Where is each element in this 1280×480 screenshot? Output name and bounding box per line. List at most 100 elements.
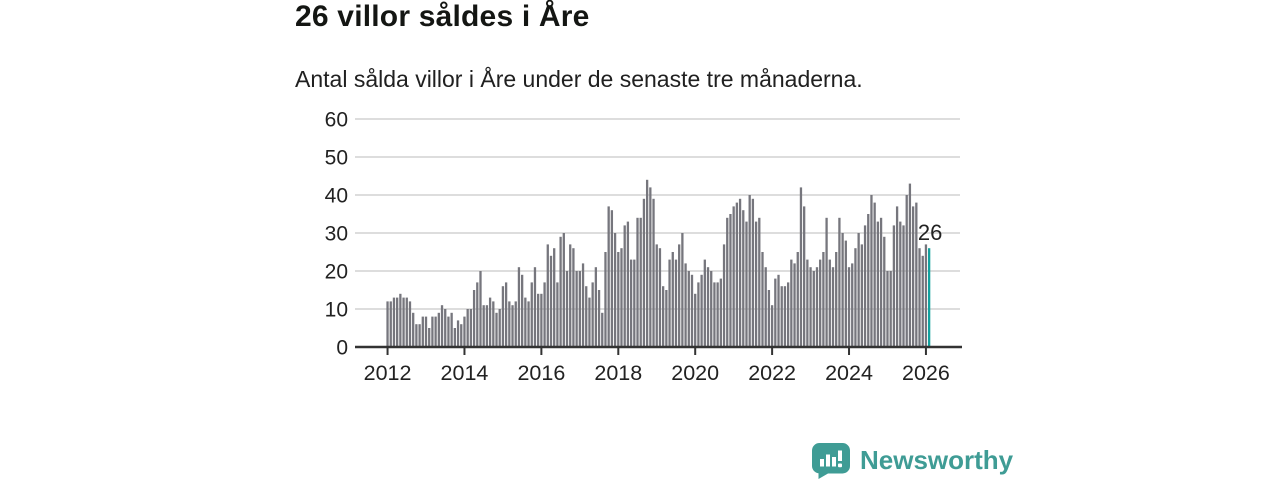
- bar: [511, 305, 514, 347]
- bar: [514, 301, 517, 347]
- bar: [774, 278, 777, 347]
- highlight-value-label: 26: [918, 220, 942, 245]
- x-axis-tick-label: 2022: [748, 361, 796, 385]
- bar: [742, 210, 745, 347]
- bar: [674, 259, 678, 347]
- bar: [572, 248, 575, 347]
- bar: [729, 214, 732, 347]
- bar: [405, 297, 408, 347]
- bar: [649, 187, 652, 347]
- x-axis-tick-label: 2012: [364, 361, 412, 385]
- mini-bar-chart-glyph: [820, 450, 842, 468]
- bar: [472, 290, 476, 347]
- bar: [780, 286, 783, 347]
- bar: [671, 252, 674, 347]
- bar: [786, 282, 790, 347]
- y-axis-tick-label: 30: [325, 223, 348, 246]
- bar: [754, 221, 758, 347]
- bar: [812, 271, 815, 347]
- bar: [421, 316, 424, 347]
- bar: [460, 324, 463, 347]
- bar: [626, 221, 630, 347]
- bar: [585, 286, 588, 347]
- bar: [694, 293, 697, 347]
- bar: [578, 271, 581, 347]
- bar: [822, 252, 825, 347]
- bar: [915, 202, 918, 347]
- bar: [492, 301, 495, 347]
- newsworthy-logo-icon: [812, 443, 850, 479]
- bar: [456, 320, 460, 347]
- highlighted-bar: [927, 248, 931, 347]
- bar: [895, 206, 899, 347]
- bar: [921, 255, 924, 347]
- bar: [591, 282, 594, 347]
- bar: [761, 252, 764, 347]
- bar: [434, 316, 437, 347]
- y-axis-tick-label: 40: [325, 185, 348, 208]
- bar: [668, 259, 671, 347]
- bar: [450, 312, 453, 347]
- bar: [607, 206, 610, 347]
- bar: [415, 324, 418, 347]
- bar: [722, 244, 726, 347]
- x-axis-tick-label: 2020: [671, 361, 719, 385]
- bar: [764, 267, 767, 347]
- bar: [428, 328, 431, 347]
- bar: [735, 202, 739, 347]
- bar: [899, 221, 902, 347]
- bar: [498, 309, 501, 347]
- bar: [581, 263, 585, 347]
- bar: [527, 301, 530, 347]
- bar: [716, 282, 719, 347]
- y-axis-tick-label: 20: [325, 261, 348, 284]
- bar: [796, 252, 799, 347]
- bar: [831, 267, 835, 347]
- bar: [562, 233, 565, 347]
- bar: [687, 271, 690, 347]
- bar: [636, 217, 639, 347]
- bar: [684, 263, 687, 347]
- bar: [594, 267, 598, 347]
- bar: [437, 312, 440, 347]
- bar: [633, 259, 636, 347]
- bar: [655, 244, 658, 347]
- bar: [392, 297, 396, 347]
- bar: [745, 221, 748, 347]
- bar: [719, 278, 722, 347]
- bar: [620, 248, 623, 347]
- bar: [863, 225, 867, 347]
- bar: [851, 263, 854, 347]
- bar: [553, 248, 556, 347]
- bar: [479, 271, 482, 347]
- bar: [879, 217, 883, 347]
- y-axis-tick-label: 50: [325, 147, 348, 170]
- bar: [565, 271, 569, 347]
- bar: [902, 225, 905, 347]
- bar-chart: 0 10 20 30 40 50 60 2012 2014 2016 2018 2020 2022 202…: [325, 109, 962, 385]
- bar: [854, 248, 857, 347]
- bar: [613, 233, 617, 347]
- bar: [389, 301, 392, 347]
- bar: [883, 236, 886, 347]
- bar: [889, 271, 892, 347]
- bar: [629, 259, 633, 347]
- bar: [710, 271, 713, 347]
- bar: [412, 312, 415, 347]
- bar: [482, 305, 485, 347]
- bar: [424, 316, 428, 347]
- bar: [751, 198, 755, 347]
- bar: [597, 290, 601, 347]
- chart-title: 26 villor såldes i Åre: [295, 0, 590, 33]
- newsworthy-logo[interactable]: Newsworthy: [810, 442, 1013, 479]
- bar: [495, 312, 498, 347]
- bar: [617, 252, 620, 347]
- bar: [876, 221, 880, 347]
- bar: [431, 316, 434, 347]
- bar: [892, 225, 896, 347]
- bar: [402, 297, 405, 347]
- bar: [706, 267, 710, 347]
- bar: [924, 244, 928, 347]
- newsworthy-wordmark: Newsworthy: [860, 445, 1014, 475]
- bar: [905, 195, 908, 347]
